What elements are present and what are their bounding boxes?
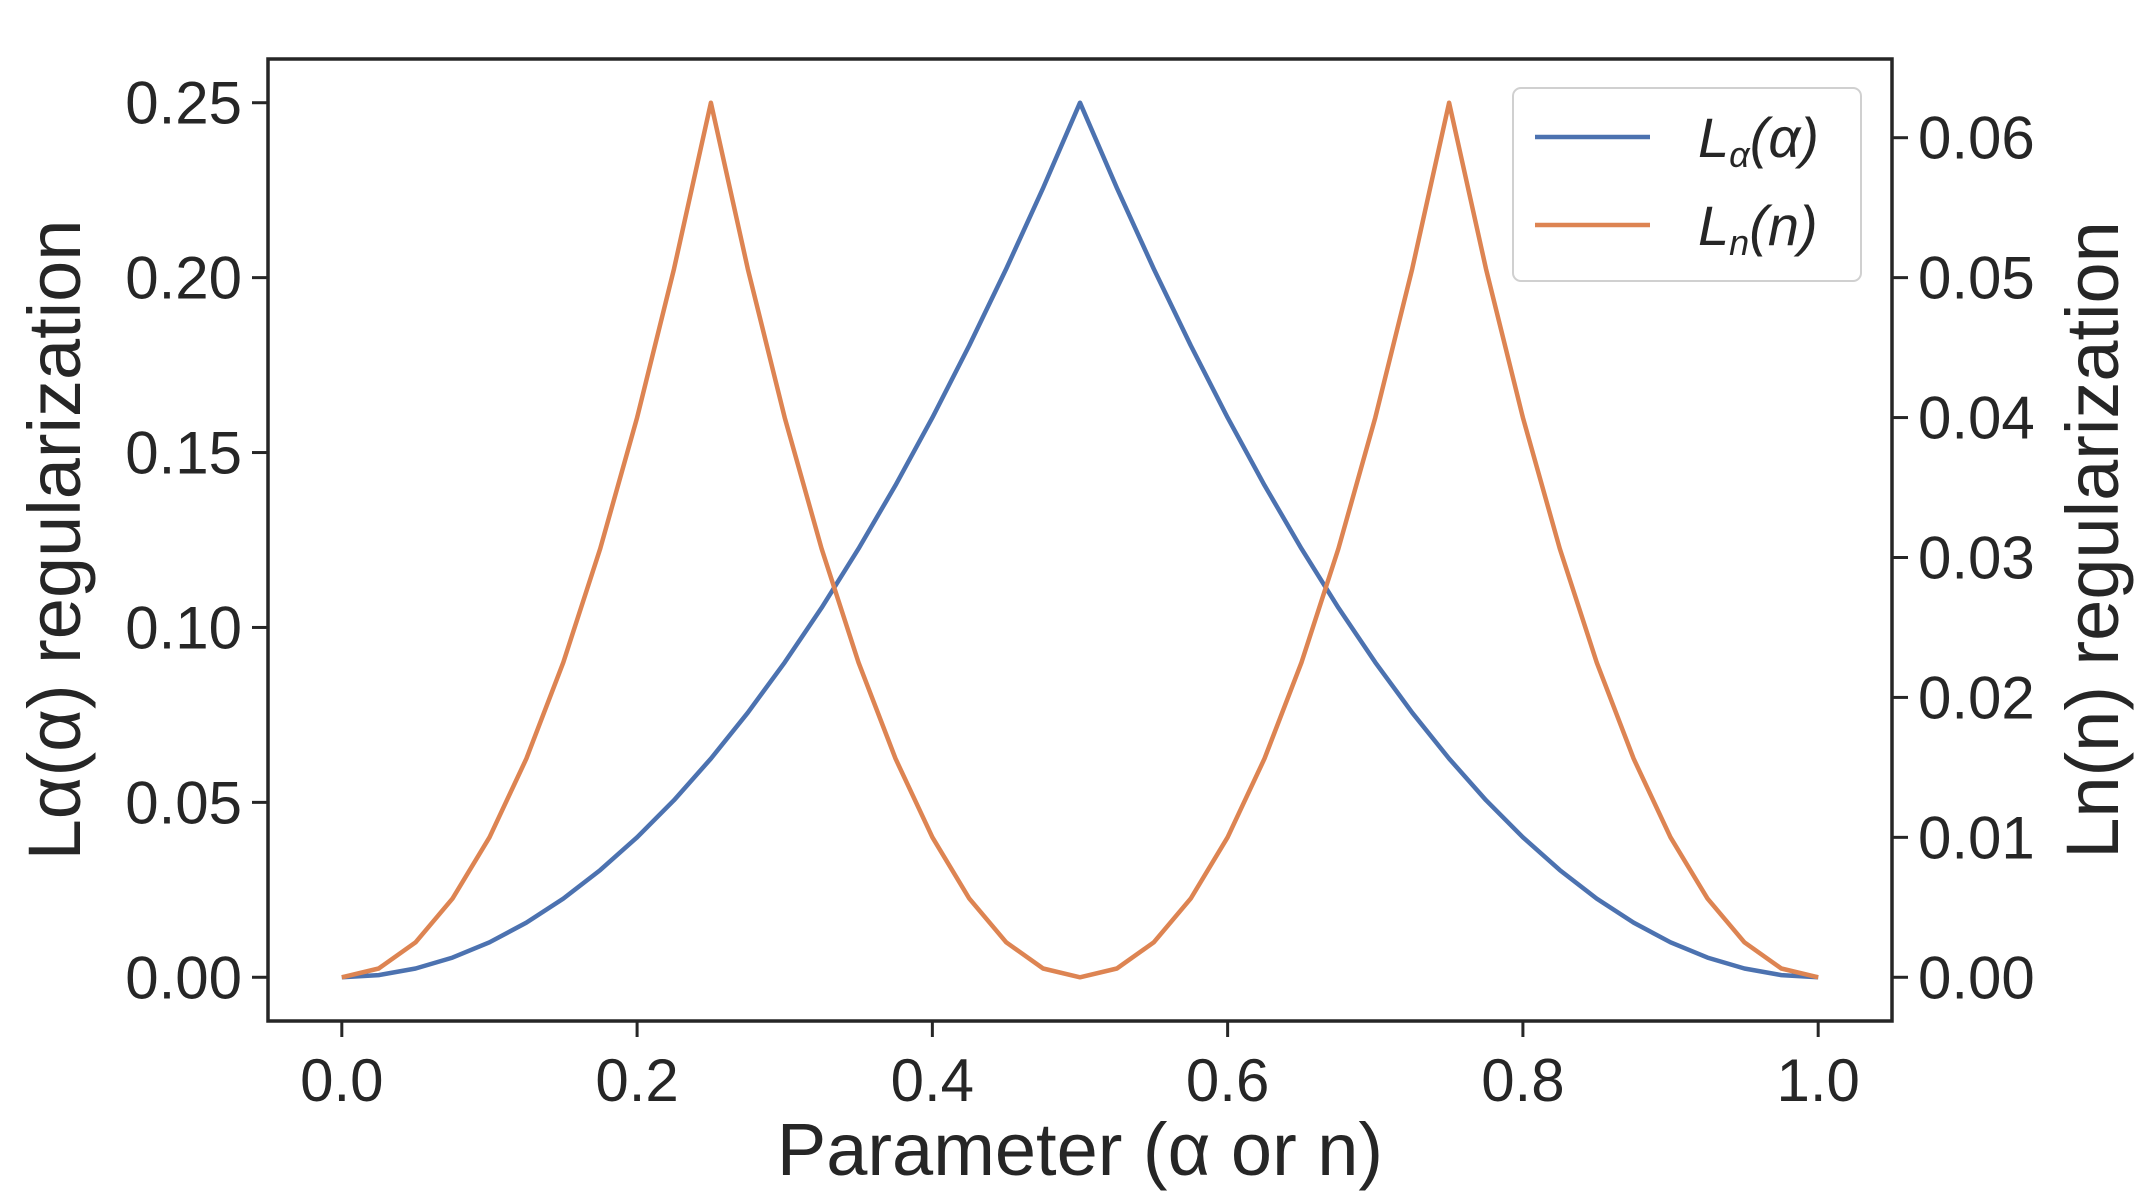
y-left-tick-label: 0.00 <box>125 944 242 1011</box>
series-line-n <box>341 100 1819 980</box>
x-tick-label: 0.8 <box>1481 1047 1564 1114</box>
y-right-tick-label: 0.03 <box>1918 524 2035 591</box>
y-right-tick-label: 0.01 <box>1918 804 2035 871</box>
y-left-tick-label: 0.05 <box>125 769 242 836</box>
ticks: 0.0 0.2 0.4 0.6 0.8 1.0 0.00 0.05 0.10 0.15 0.20 0.… <box>125 70 2035 1114</box>
y-right-tick-label: 0.02 <box>1918 664 2035 731</box>
x-tick-label: 0.6 <box>1186 1047 1269 1114</box>
y-left-tick-label: 0.15 <box>125 420 242 487</box>
y-right-tick-label: 0.05 <box>1918 245 2035 312</box>
y-left-tick-label: 0.20 <box>125 245 242 312</box>
y-left-axis-label: Lα(α) regularization <box>13 220 96 861</box>
x-axis-label: Parameter (α or n) <box>777 1108 1383 1191</box>
y-right-tick-label: 0.00 <box>1918 944 2035 1011</box>
x-tick-label: 0.0 <box>300 1047 383 1114</box>
legend-label-n: Ln(n) <box>1698 194 1818 263</box>
legend: Lα(α) Ln(n) <box>1512 87 1862 282</box>
plot-frame <box>266 57 1894 1023</box>
y-right-tick-label: 0.04 <box>1918 385 2035 452</box>
y-right-tick-label: 0.06 <box>1918 105 2035 172</box>
series-line-alpha <box>341 100 1819 980</box>
x-tick-label: 0.2 <box>595 1047 678 1114</box>
x-tick-label: 0.4 <box>891 1047 974 1114</box>
y-right-axis-label: Ln(n) regularization <box>2051 221 2134 859</box>
y-left-tick-label: 0.10 <box>125 594 242 661</box>
x-tick-label: 1.0 <box>1776 1047 1859 1114</box>
series-lines <box>341 100 1819 980</box>
y-left-tick-label: 0.25 <box>125 70 242 137</box>
legend-label-alpha: Lα(α) <box>1698 106 1819 175</box>
